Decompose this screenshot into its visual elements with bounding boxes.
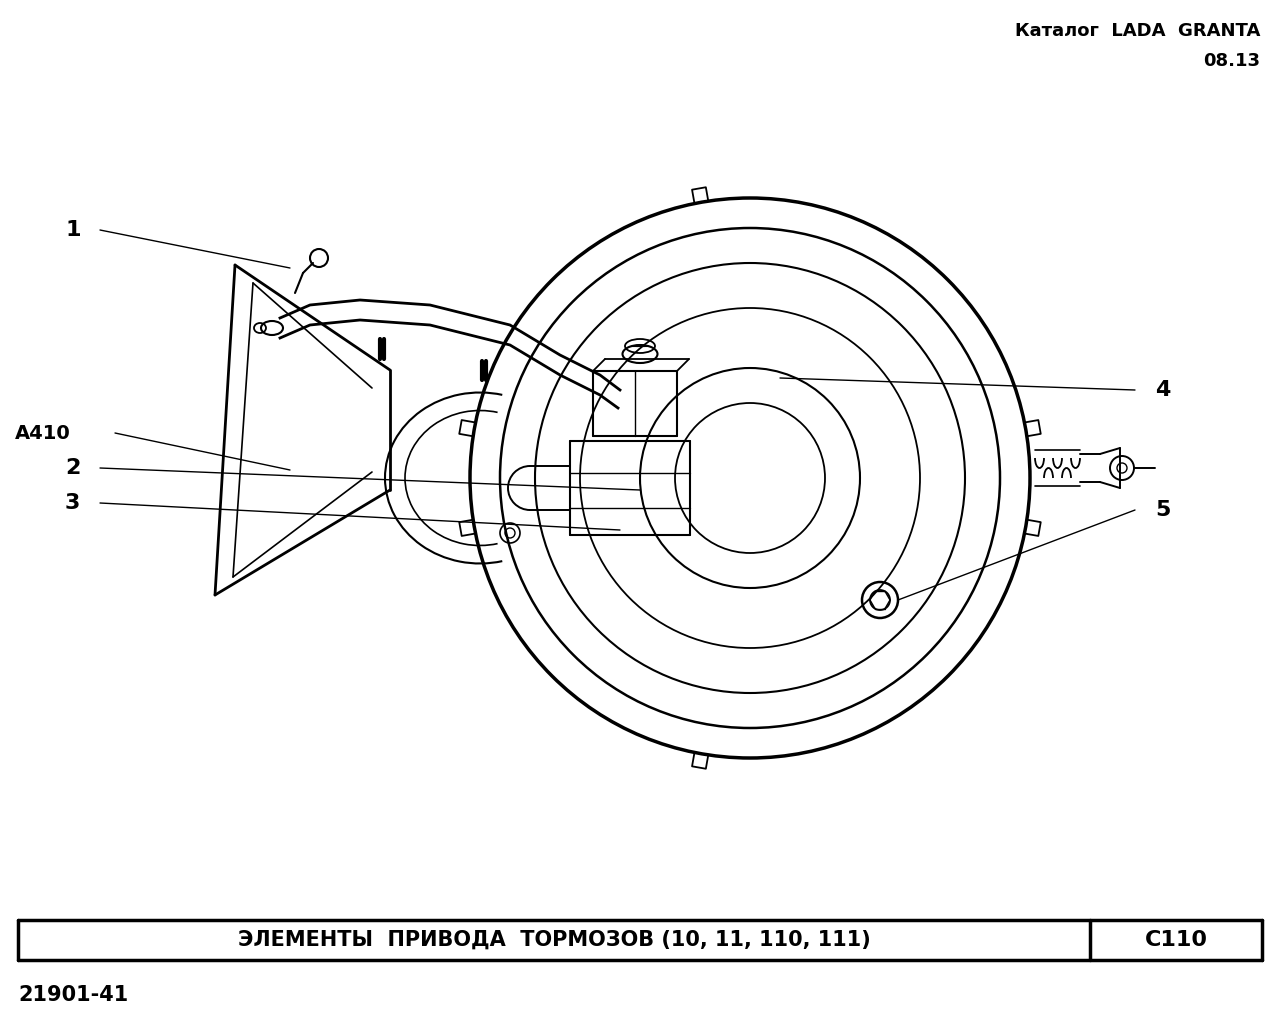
Text: 1: 1: [65, 220, 81, 240]
Text: A410: A410: [15, 424, 70, 442]
Text: 08.13: 08.13: [1203, 52, 1260, 70]
Text: 5: 5: [1155, 500, 1170, 520]
Text: ЭЛЕМЕНТЫ  ПРИВОДА  ТОРМОЗОВ (10, 11, 110, 111): ЭЛЕМЕНТЫ ПРИВОДА ТОРМОЗОВ (10, 11, 110, …: [238, 930, 870, 950]
Text: Каталог  LADA  GRANTA: Каталог LADA GRANTA: [1015, 22, 1260, 40]
Text: 4: 4: [1155, 380, 1170, 400]
Text: 2: 2: [65, 458, 81, 478]
Text: C110: C110: [1144, 930, 1207, 950]
Text: 3: 3: [65, 493, 81, 513]
Text: 21901-41: 21901-41: [18, 985, 128, 1005]
